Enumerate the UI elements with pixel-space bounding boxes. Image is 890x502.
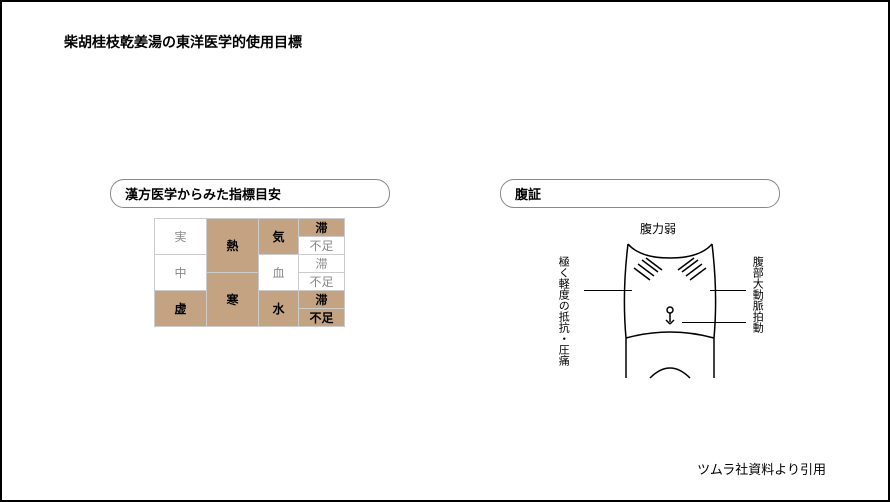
page-title: 柴胡桂枝乾姜湯の東洋医学的使用目標	[64, 32, 302, 52]
cell-kan: 寒	[207, 273, 259, 327]
cell-ki-fusoku: 不足	[299, 237, 345, 255]
indicator-panel: 漢方医学からみた指標目安 実 熱 気 滞 不足 中 血 滞 寒 不足 虚 水 滞…	[110, 179, 420, 327]
cell-sui-tai: 滞	[299, 291, 345, 309]
abdomen-panel: 腹証 腹力弱 極く軽度の抵抗・圧痛 腹部大動脈拍動	[500, 179, 840, 390]
cell-sui: 水	[259, 291, 299, 327]
torso-icon	[610, 238, 730, 383]
cell-chuu: 中	[155, 255, 207, 291]
cell-sui-fusoku: 不足	[299, 309, 345, 327]
abdomen-right-label: 腹部大動脈拍動	[750, 256, 763, 333]
cell-ketsu: 血	[259, 255, 299, 291]
abdomen-header: 腹証	[500, 179, 780, 208]
cell-jitsu: 実	[155, 219, 207, 255]
cell-ketsu-tai: 滞	[299, 255, 345, 273]
abdomen-diagram: 腹力弱 極く軽度の抵抗・圧痛 腹部大動脈拍動	[500, 220, 820, 390]
abdomen-left-label: 極く軽度の抵抗・圧痛	[556, 256, 569, 366]
cell-ketsu-fusoku: 不足	[299, 273, 345, 291]
cell-ki: 気	[259, 219, 299, 255]
cell-kyo: 虚	[155, 291, 207, 327]
indicator-header: 漢方医学からみた指標目安	[110, 179, 390, 208]
citation: ツムラ社資料より引用	[697, 459, 826, 478]
abdomen-top-label: 腹力弱	[640, 220, 676, 237]
cell-netsu: 熱	[207, 219, 259, 273]
cell-ki-tai: 滞	[299, 219, 345, 237]
indicator-table: 実 熱 気 滞 不足 中 血 滞 寒 不足 虚 水 滞 不足	[154, 218, 345, 327]
